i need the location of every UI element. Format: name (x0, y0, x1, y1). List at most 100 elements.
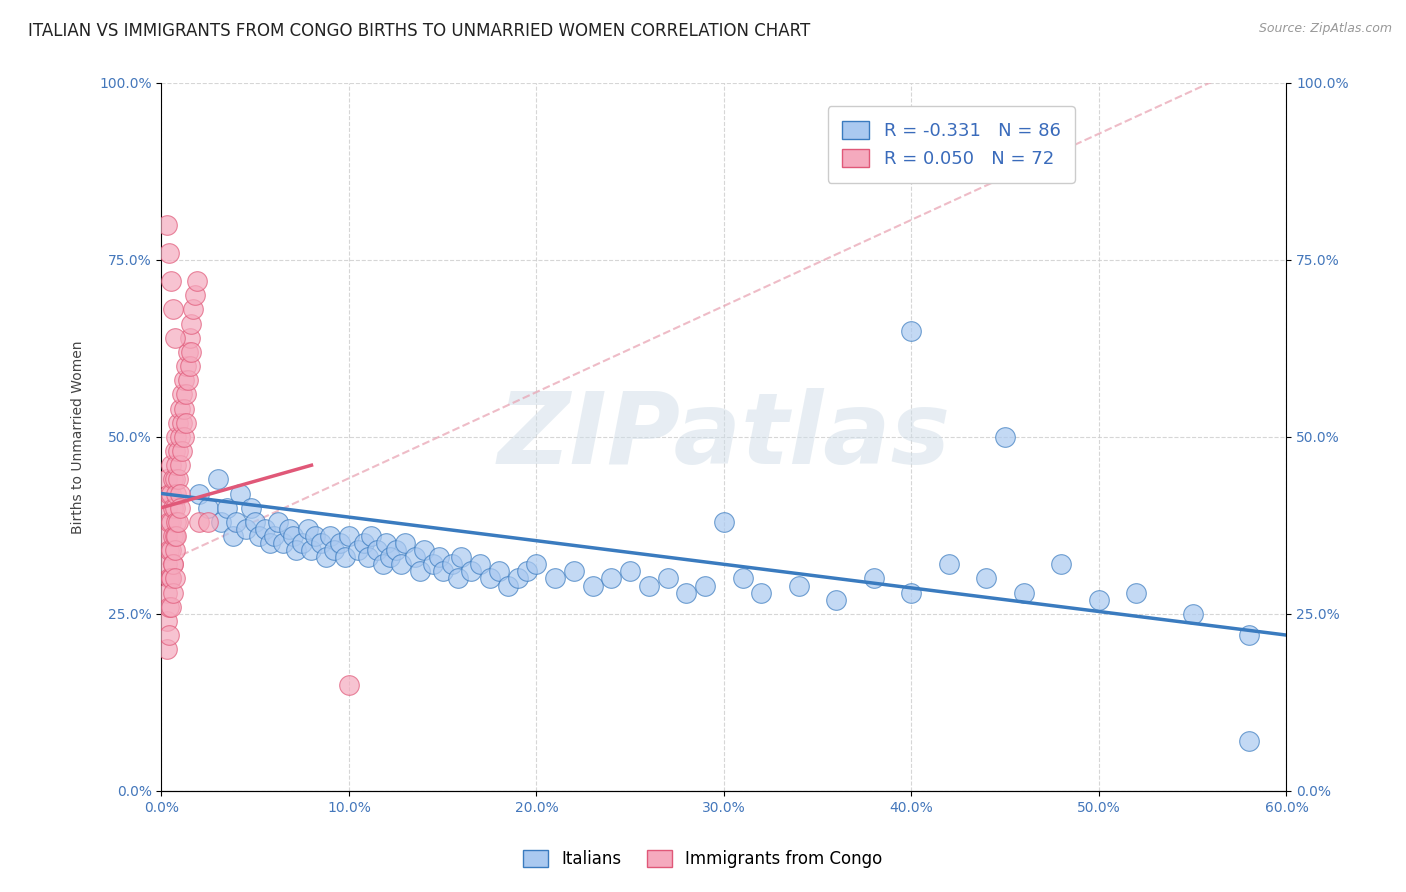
Point (278, 522, 301, 536)
Point (1181, 607, 1204, 621)
Point (600, 572, 623, 586)
Text: ITALIAN VS IMMIGRANTS FROM CONGO BIRTHS TO UNMARRIED WOMEN CORRELATION CHART: ITALIAN VS IMMIGRANTS FROM CONGO BIRTHS … (28, 22, 810, 40)
Point (179, 359, 201, 373)
Point (394, 536, 416, 550)
Point (162, 529, 184, 543)
Point (900, 585, 922, 599)
Point (197, 500, 219, 515)
Point (167, 416, 190, 430)
Point (675, 585, 697, 599)
Point (174, 387, 197, 401)
Point (273, 536, 295, 550)
Point (825, 592, 848, 607)
Point (160, 515, 183, 529)
Point (169, 401, 191, 416)
Point (460, 565, 482, 579)
Point (172, 416, 194, 430)
Point (162, 472, 184, 486)
Point (335, 550, 357, 565)
Point (157, 486, 180, 500)
Point (713, 515, 735, 529)
Point (347, 543, 370, 558)
Point (167, 444, 190, 458)
Point (291, 536, 314, 550)
Point (441, 558, 464, 572)
Point (357, 550, 380, 565)
Point (432, 565, 454, 579)
Point (235, 522, 257, 536)
Point (184, 288, 207, 302)
Point (174, 416, 197, 430)
Point (156, 218, 179, 232)
Point (163, 543, 186, 558)
Point (157, 628, 180, 642)
Point (247, 529, 270, 543)
Point (267, 515, 290, 529)
Point (994, 430, 1017, 444)
Point (1237, 628, 1260, 642)
Point (160, 274, 183, 288)
Point (478, 572, 501, 586)
Point (183, 302, 205, 317)
Point (222, 529, 245, 543)
Point (156, 500, 179, 515)
Point (353, 536, 375, 550)
Point (619, 565, 641, 579)
Point (166, 486, 188, 500)
Point (169, 500, 191, 515)
Point (157, 599, 180, 614)
Point (297, 522, 319, 536)
Point (167, 472, 190, 486)
Point (172, 387, 194, 401)
Point (163, 529, 186, 543)
Point (166, 430, 188, 444)
Point (162, 585, 184, 599)
Point (157, 543, 180, 558)
Point (938, 558, 960, 572)
Point (156, 642, 179, 657)
Point (488, 565, 510, 579)
Point (163, 444, 186, 458)
Point (562, 565, 585, 579)
Point (156, 614, 179, 628)
Point (638, 578, 661, 592)
Legend: R = -0.331   N = 86, R = 0.050   N = 72: R = -0.331 N = 86, R = 0.050 N = 72 (828, 106, 1076, 183)
Point (160, 599, 183, 614)
Point (516, 565, 538, 579)
Point (163, 472, 186, 486)
Point (329, 536, 352, 550)
Legend: Italians, Immigrants from Congo: Italians, Immigrants from Congo (517, 843, 889, 875)
Point (166, 458, 188, 473)
Point (375, 536, 398, 550)
Point (337, 678, 360, 692)
Point (900, 324, 922, 338)
Point (337, 529, 360, 543)
Point (169, 458, 191, 473)
Point (229, 486, 252, 500)
Point (281, 529, 304, 543)
Point (498, 578, 520, 592)
Point (976, 572, 998, 586)
Point (391, 558, 413, 572)
Point (657, 572, 679, 586)
Point (371, 558, 394, 572)
Point (157, 572, 180, 586)
Point (259, 536, 281, 550)
Point (526, 558, 548, 572)
Point (751, 585, 773, 599)
Point (163, 572, 186, 586)
Point (1012, 585, 1035, 599)
Text: Source: ZipAtlas.com: Source: ZipAtlas.com (1258, 22, 1392, 36)
Point (787, 578, 810, 592)
Point (186, 274, 208, 288)
Point (863, 572, 886, 586)
Point (544, 572, 567, 586)
Point (157, 245, 180, 260)
Point (1237, 734, 1260, 748)
Point (225, 515, 247, 529)
Point (163, 500, 186, 515)
Point (180, 345, 202, 359)
Point (1125, 585, 1147, 599)
Point (301, 543, 323, 558)
Point (166, 529, 188, 543)
